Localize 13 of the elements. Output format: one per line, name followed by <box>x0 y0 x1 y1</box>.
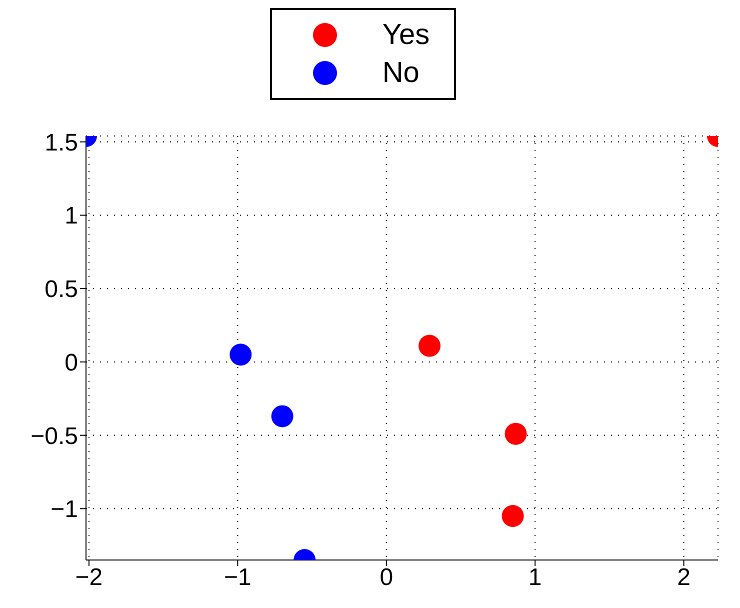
y-tick-label: −0.5 <box>30 422 78 450</box>
legend-label: Yes <box>382 18 430 53</box>
x-tick-label: −1 <box>224 564 252 592</box>
y-tick-label: 1.5 <box>44 129 78 156</box>
y-tick-label: 0.5 <box>44 276 78 304</box>
x-tick-label: −2 <box>75 564 103 592</box>
legend-label: No <box>382 56 420 91</box>
y-tick-label: 1 <box>64 202 78 230</box>
x-tick-label: 2 <box>677 564 690 592</box>
y-tick-label: 0 <box>64 349 78 376</box>
x-tick-label: 0 <box>380 564 394 592</box>
y-tick-label: −1 <box>50 496 78 524</box>
x-tick-label: 1 <box>528 564 542 592</box>
